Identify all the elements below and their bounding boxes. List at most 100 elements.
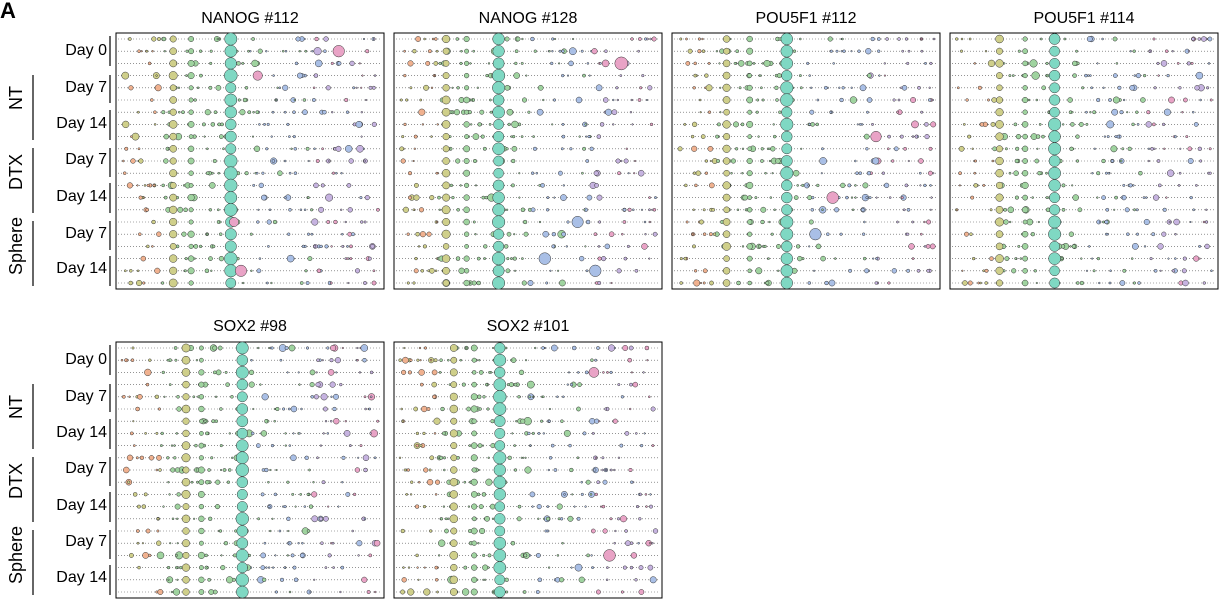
bubble-mark [326,432,330,435]
bubble-mark [1087,74,1090,77]
bubble-mark [910,97,917,103]
bubble-mark [761,62,764,65]
bubble-mark [891,159,895,163]
bubble-mark [1080,257,1083,260]
bubble-mark [644,345,650,351]
bubble-mark [610,281,613,285]
bubble-mark [494,525,506,537]
bubble-mark [521,280,527,286]
bubble-mark [561,231,567,237]
bubble-mark [918,171,922,175]
bubble-mark [272,566,275,569]
bubble-mark [236,378,249,391]
bubble-mark [471,370,477,375]
bubble-mark [415,443,420,448]
bubble-mark [274,554,277,557]
bubble-mark [530,36,535,42]
bubble-mark [616,517,621,521]
bubble-mark [442,157,450,165]
bubble-mark [184,257,188,261]
bubble-mark [648,257,651,260]
bubble-mark [320,393,328,401]
bubble-mark [707,110,712,114]
bubble-mark [405,98,409,102]
bubble-mark [208,516,213,521]
bubble-mark [1143,218,1150,226]
bubble-mark [210,122,216,127]
bubble-mark [640,208,644,211]
bubble-mark [829,110,833,114]
bubble-mark [781,191,793,204]
bubble-mark [1209,98,1213,102]
bubble-mark [977,85,982,90]
bubble-mark [581,171,584,175]
bubble-mark [132,420,135,423]
bubble-mark [253,145,261,152]
bubble-mark [995,96,1004,104]
bubble-mark [187,255,195,262]
bubble-mark [861,232,866,236]
bubble-mark [346,245,349,248]
bubble-mark [330,395,333,398]
bubble-mark [196,86,200,90]
bubble-mark [1207,36,1213,42]
bubble-mark [227,468,232,472]
bubble-mark [251,37,255,41]
bubble-mark [857,49,861,53]
bubble-mark [704,171,709,175]
bubble-mark [899,134,904,139]
bubble-mark [722,144,731,153]
bubble-mark [477,443,483,448]
bubble-mark [815,122,819,127]
bubble-mark [217,345,223,351]
bubble-mark [450,527,458,535]
bubble-mark [265,147,269,151]
bubble-mark [1086,36,1093,42]
bubble-mark [901,85,908,91]
bubble-mark [433,61,439,66]
bubble-mark [1202,220,1206,224]
bubble-mark [130,358,135,362]
bubble-mark [492,32,505,46]
bubble-mark [612,123,615,126]
bubble-mark [493,353,507,367]
bubble-mark [757,244,762,249]
bubble-mark [538,252,551,265]
bubble-mark [438,371,442,374]
bubble-mark [281,49,285,53]
bubble-mark [530,171,535,175]
bubble-mark [760,147,764,151]
bubble-mark [471,467,477,473]
bubble-mark [1096,97,1101,103]
bubble-mark [172,588,181,596]
bubble-mark [808,245,811,248]
bubble-mark [529,444,532,447]
bubble-mark [358,371,362,374]
bubble-mark [156,231,162,237]
bubble-mark [551,344,558,352]
bubble-mark [169,217,178,227]
bubble-mark [471,357,477,363]
bubble-mark [311,50,314,53]
bubble-mark [451,86,454,89]
bubble-mark [434,37,438,41]
bubble-mark [907,49,911,53]
bubble-mark [324,566,328,569]
bubble-mark [747,280,752,286]
bubble-mark [687,48,693,54]
bubble-mark [1152,122,1156,127]
bubble-mark [730,171,733,175]
bubble-mark [330,344,337,352]
bubble-mark [546,505,550,508]
bubble-mark [306,232,311,236]
bubble-mark [532,135,535,138]
bubble-mark [492,57,505,70]
bubble-mark [578,135,581,138]
bubble-mark [527,110,531,114]
bubble-mark [169,542,172,545]
bubble-mark [995,156,1004,166]
bubble-mark [419,382,424,387]
bubble-mark [283,196,287,200]
bubble-mark [351,232,355,237]
bubble-mark [810,122,815,127]
